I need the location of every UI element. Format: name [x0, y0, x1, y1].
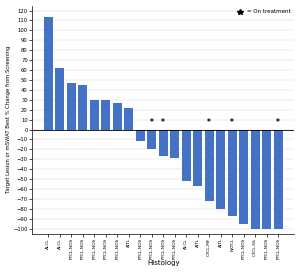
Text: *: * — [150, 118, 154, 126]
Bar — [274, 129, 283, 229]
Bar — [194, 129, 202, 186]
Bar — [56, 68, 64, 129]
Bar — [239, 129, 248, 224]
Legend: = On treatment: = On treatment — [234, 8, 292, 16]
Bar — [90, 100, 98, 129]
Bar — [228, 129, 236, 216]
Bar — [216, 129, 225, 209]
Text: *: * — [230, 118, 234, 126]
Text: *: * — [276, 118, 280, 126]
Bar — [101, 100, 110, 129]
Bar — [78, 85, 87, 129]
Bar — [67, 83, 76, 129]
Bar — [170, 129, 179, 158]
Bar — [262, 129, 271, 229]
Bar — [205, 129, 214, 201]
Text: *: * — [161, 118, 165, 126]
Text: *: * — [207, 118, 211, 126]
Bar — [124, 108, 133, 129]
Bar — [147, 129, 156, 149]
Bar — [251, 129, 260, 229]
Bar — [136, 129, 145, 141]
Bar — [182, 129, 190, 181]
Bar — [159, 129, 167, 156]
Y-axis label: Target Lesion or mSWAT Best % Change from Screening: Target Lesion or mSWAT Best % Change fro… — [6, 46, 10, 193]
Bar — [113, 103, 122, 129]
Bar — [44, 17, 52, 129]
X-axis label: Histology: Histology — [147, 261, 179, 267]
